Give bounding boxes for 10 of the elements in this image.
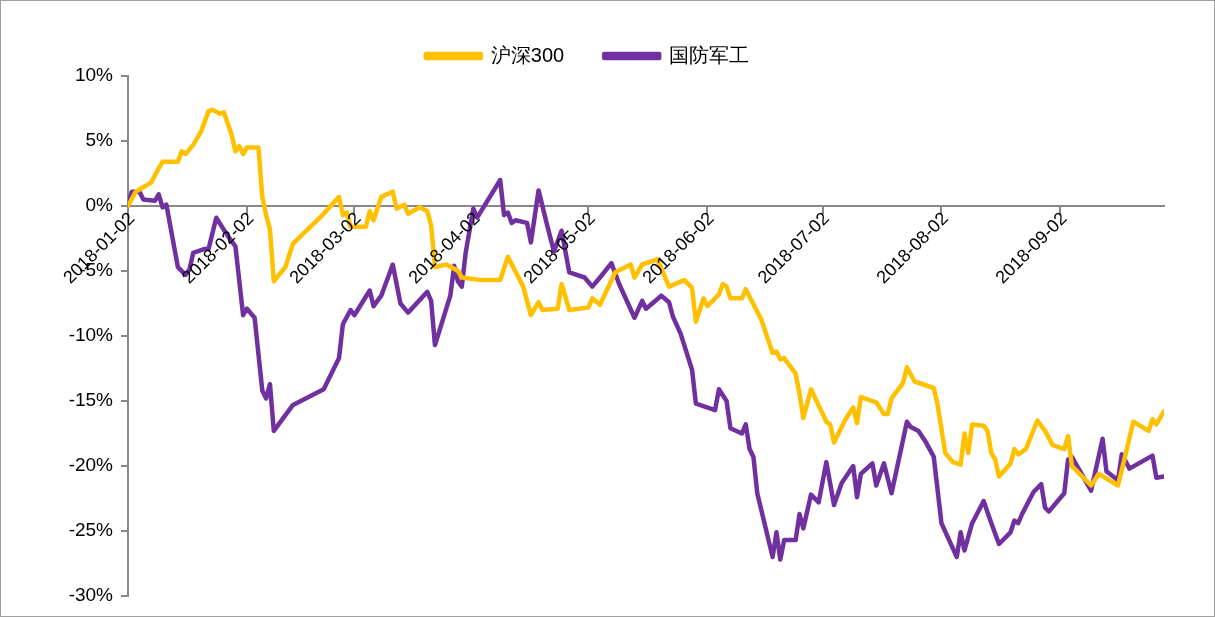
y-tick-label: 0%	[85, 194, 114, 216]
y-tick-label: 5%	[85, 129, 114, 151]
legend-label: 国防军工	[669, 43, 750, 66]
y-tick-label: -25%	[68, 519, 114, 541]
y-tick-label: -15%	[68, 389, 114, 411]
legend-label: 沪深300	[490, 43, 565, 66]
y-tick-label: -20%	[68, 454, 114, 476]
y-tick-label: -30%	[68, 584, 114, 606]
y-tick-label: 10%	[74, 64, 114, 86]
y-tick-label: -10%	[68, 324, 114, 346]
